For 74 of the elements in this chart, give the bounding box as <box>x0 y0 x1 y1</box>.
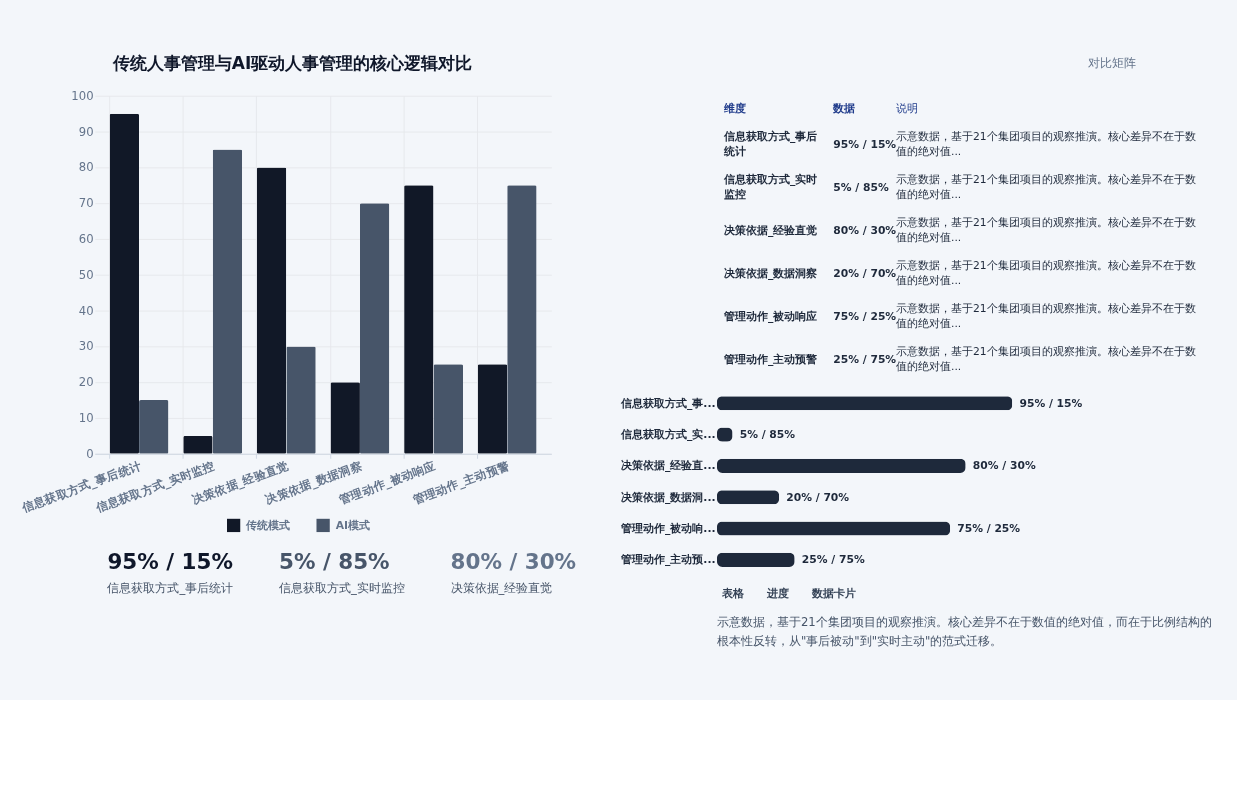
legend-label: AI模式 <box>335 519 370 533</box>
data-label: 25% / 75% <box>801 553 865 567</box>
y-tick-label: 50 <box>78 267 94 282</box>
data-label: 20% / 70% <box>786 490 850 504</box>
text: 75% / 25% <box>833 309 897 323</box>
y-tick-label: 决策依据_数据洞... <box>621 490 716 504</box>
y-tick-label: 管理动作_主动预... <box>620 553 716 567</box>
y-tick-label: 20 <box>78 375 94 390</box>
y-tick-label: 40 <box>78 303 94 318</box>
text: 示意数据，基于21个集团项目的观察推演。核心差异不在于数值的绝对值... <box>895 344 1196 374</box>
text: 维度 <box>723 101 747 115</box>
y-tick-label: 90 <box>78 124 94 139</box>
bar <box>256 167 287 454</box>
text: 数据 <box>832 101 856 115</box>
text: 传统人事管理与AI驱动人事管理的核心逻辑对比 <box>111 52 473 73</box>
bar <box>183 435 213 454</box>
text: 信息获取方式_事后统计 <box>723 130 818 159</box>
bar <box>404 185 434 454</box>
text: 25% / 75% <box>833 352 897 366</box>
y-tick-label: 管理动作_被动响... <box>620 522 716 536</box>
text: 管理动作_被动响应 <box>723 309 818 323</box>
text: 决策依据_数据洞察 <box>724 266 818 280</box>
bar <box>212 149 243 454</box>
y-tick-label: 信息获取方式_实... <box>620 428 716 442</box>
text: 80% / 30% <box>450 549 577 575</box>
text: 示意数据，基于21个集团项目的观察推演。核心差异不在于数值的绝对值... <box>895 301 1196 331</box>
text: 示意数据，基于21个集团项目的观察推演。核心差异不在于数值的绝对值... <box>895 259 1196 288</box>
text: 表格 <box>721 587 746 601</box>
bar <box>507 185 537 454</box>
bar <box>716 458 966 473</box>
bar <box>286 346 316 454</box>
text: 决策依据_经验直觉 <box>724 223 818 237</box>
text: 示意数据，基于21个集团项目的观察推演。核心差异不在于数值的绝对值... <box>895 130 1196 159</box>
y-tick-label: 0 <box>86 446 94 461</box>
y-tick-label: 10 <box>78 411 94 426</box>
data-label: 75% / 25% <box>957 522 1021 536</box>
y-tick-label: 30 <box>78 339 94 354</box>
text: 管理动作_主动预警 <box>723 352 818 366</box>
y-tick-label: 70 <box>78 196 94 211</box>
text: 80% / 30% <box>833 223 897 237</box>
text: 数据卡片 <box>810 587 856 601</box>
text: 示意数据，基于21个集团项目的观察推演。核心差异不在于数值的绝对值... <box>895 216 1196 245</box>
text: 对比矩阵 <box>1087 56 1136 71</box>
y-tick-label: 决策依据_经验直... <box>621 459 716 473</box>
text: 20% / 70% <box>833 266 897 280</box>
legend-label: 传统模式 <box>245 519 291 533</box>
bar <box>716 521 951 536</box>
data-label: 5% / 85% <box>739 428 796 442</box>
bar <box>330 382 360 454</box>
bar <box>139 400 169 454</box>
bar <box>716 552 795 567</box>
bar <box>716 396 1013 411</box>
y-tick-label: 100 <box>71 88 94 103</box>
y-tick-label: 80 <box>78 160 94 175</box>
data-label: 95% / 15% <box>1019 396 1083 410</box>
y-tick-label: 60 <box>78 232 94 247</box>
bar <box>359 203 390 454</box>
text: 5% / 85% <box>278 549 390 575</box>
text: 示意数据，基于21个集团项目的观察推演。核心差异不在于数值的绝对值... <box>895 173 1196 202</box>
text: 信息获取方式_实时监控 <box>723 173 818 202</box>
text: 95% / 15% <box>107 549 233 575</box>
bar <box>109 113 140 454</box>
text: 决策依据_经验直觉 <box>450 580 553 595</box>
bar <box>477 364 508 454</box>
text: 进度 <box>766 587 790 601</box>
bar <box>433 364 464 454</box>
text: 示意数据，基于21个集团项目的观察推演。核心差异不在于数值的绝对值，而在于比例结构的根本性反转，从"事后被动"到"实时主动"的范式迁移。 <box>716 614 1212 649</box>
text: 说明 <box>895 101 918 115</box>
text: 信息获取方式_实时监控 <box>278 580 405 595</box>
data-label: 80% / 30% <box>972 459 1036 473</box>
text: 信息获取方式_事后统计 <box>107 580 234 595</box>
text: 95% / 15% <box>833 137 897 151</box>
y-tick-label: 信息获取方式_事... <box>620 396 716 410</box>
text: 5% / 85% <box>833 180 889 194</box>
